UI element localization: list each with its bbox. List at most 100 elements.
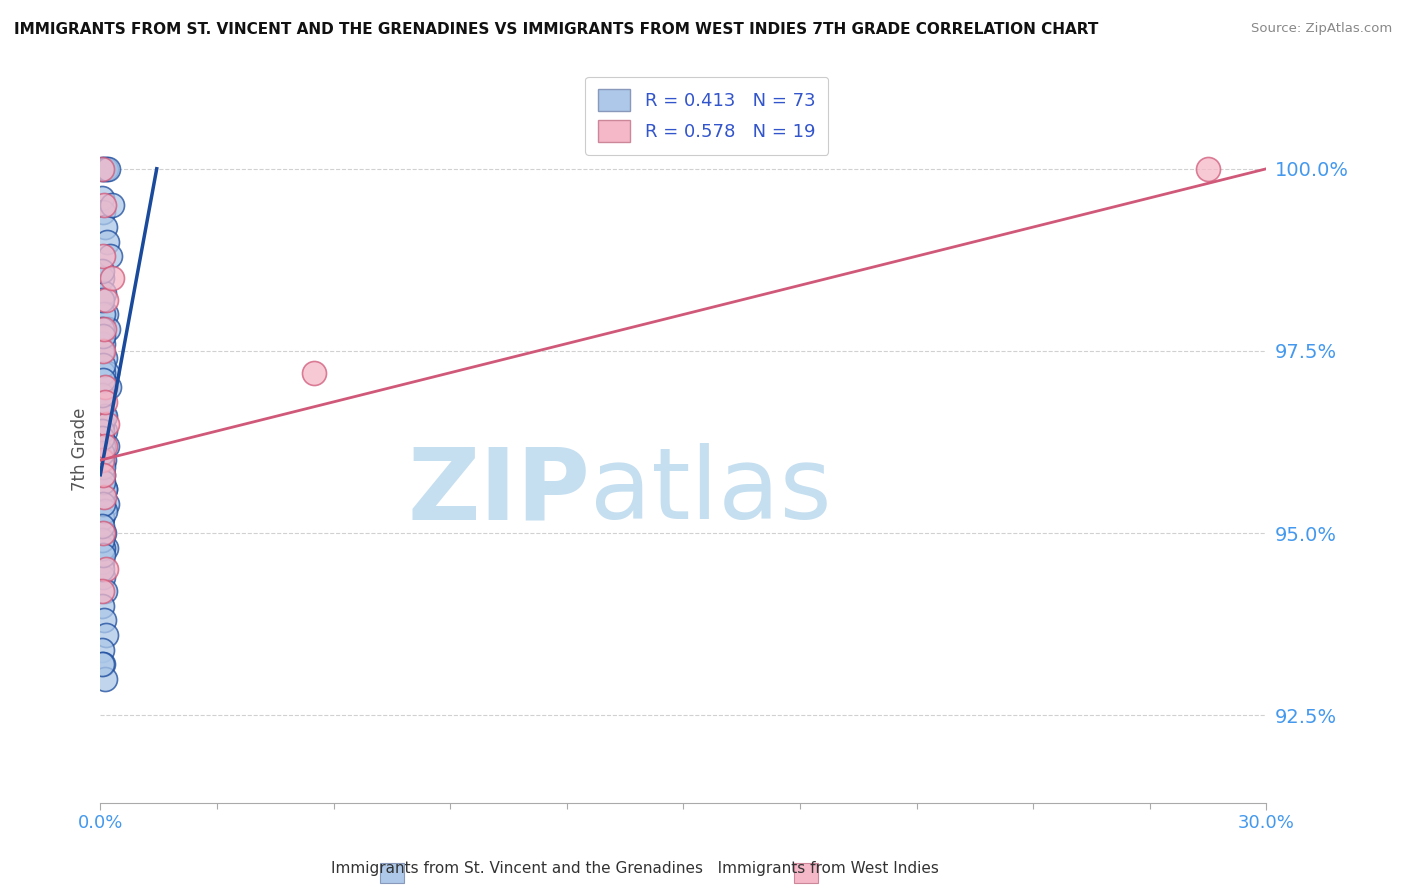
Point (91, 387, 114, 401)
Point (91, 431, 114, 445)
Point (93, 526, 115, 541)
Point (91, 343, 114, 358)
Point (93, 475, 115, 489)
Point (302, 366, 325, 380)
Point (96, 366, 118, 380)
Point (91, 446, 114, 460)
Point (93, 198, 115, 212)
Point (94, 672, 117, 686)
Point (91, 395, 114, 409)
Point (97, 161, 120, 176)
Point (93, 439, 115, 453)
Point (93, 351, 115, 366)
Point (94, 439, 117, 453)
Point (94, 483, 117, 497)
Point (96, 161, 118, 176)
Point (94, 380, 117, 394)
Point (93, 490, 115, 504)
Point (93, 395, 115, 409)
Point (93, 453, 115, 467)
Point (91, 271, 114, 285)
Point (94, 483, 117, 497)
Point (94, 584, 117, 599)
Point (94, 628, 117, 642)
Point (91, 657, 114, 672)
Text: Immigrants from West Indies: Immigrants from West Indies (703, 861, 939, 876)
Point (96, 235, 118, 249)
Point (91, 511, 114, 525)
Point (93, 285, 115, 300)
Point (93, 614, 115, 628)
Point (91, 467, 114, 482)
Point (93, 380, 115, 394)
Point (91, 533, 114, 548)
Point (96, 439, 118, 453)
Point (96, 417, 118, 431)
Point (91, 161, 114, 176)
Text: IMMIGRANTS FROM ST. VINCENT AND THE GRENADINES VS IMMIGRANTS FROM WEST INDIES 7T: IMMIGRANTS FROM ST. VINCENT AND THE GREN… (14, 22, 1098, 37)
Point (93, 409, 115, 424)
Point (93, 308, 115, 322)
Point (93, 322, 115, 336)
Point (96, 308, 118, 322)
Point (91, 467, 114, 482)
Point (91, 161, 114, 176)
Point (91, 490, 114, 504)
Point (91, 336, 114, 351)
Point (91, 511, 114, 525)
Point (96, 293, 118, 307)
Text: Immigrants from St. Vincent and the Grenadines: Immigrants from St. Vincent and the Gren… (330, 861, 703, 876)
Legend: R = 0.413   N = 73, R = 0.578   N = 19: R = 0.413 N = 73, R = 0.578 N = 19 (585, 77, 828, 155)
Point (98, 249, 121, 263)
Point (93, 460, 115, 475)
Point (96, 541, 118, 555)
Point (93, 526, 115, 541)
Point (93, 526, 115, 541)
Point (1197, 161, 1219, 176)
Point (91, 417, 114, 431)
Point (94, 424, 117, 438)
Text: atlas: atlas (591, 443, 832, 541)
Point (94, 504, 117, 518)
Point (91, 191, 114, 205)
Point (101, 198, 124, 212)
Point (91, 343, 114, 358)
Point (91, 264, 114, 278)
Text: Source: ZipAtlas.com: Source: ZipAtlas.com (1251, 22, 1392, 36)
Point (94, 409, 117, 424)
Point (91, 642, 114, 657)
Point (93, 541, 115, 555)
Point (94, 220, 117, 235)
Point (96, 497, 118, 511)
Point (93, 657, 115, 672)
Point (93, 161, 115, 176)
Point (93, 548, 115, 562)
Y-axis label: 7th Grade: 7th Grade (72, 408, 89, 491)
Point (93, 373, 115, 387)
Point (93, 205, 115, 219)
Text: ZIP: ZIP (408, 443, 591, 541)
Point (93, 329, 115, 343)
Point (93, 249, 115, 263)
Point (91, 518, 114, 533)
Point (93, 497, 115, 511)
Point (101, 271, 124, 285)
Point (91, 453, 114, 467)
Point (91, 424, 114, 438)
Point (91, 322, 114, 336)
Point (91, 555, 114, 569)
Point (97, 322, 120, 336)
Point (93, 366, 115, 380)
Point (91, 293, 114, 307)
Point (97, 380, 120, 394)
Point (91, 584, 114, 599)
Point (91, 541, 114, 555)
Point (93, 570, 115, 584)
Point (93, 467, 115, 482)
Point (91, 562, 114, 576)
Point (94, 562, 117, 576)
Point (91, 453, 114, 467)
Point (93, 359, 115, 373)
Point (91, 395, 114, 409)
Point (91, 599, 114, 613)
